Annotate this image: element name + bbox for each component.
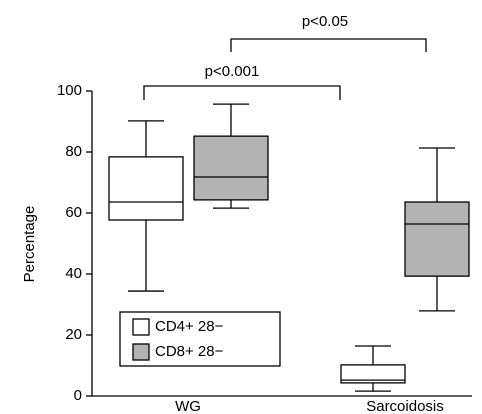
y-axis-label: Percentage <box>21 206 38 283</box>
box <box>108 156 184 221</box>
box <box>340 364 406 384</box>
box <box>193 135 269 201</box>
legend-swatch <box>132 343 150 361</box>
legend-label: CD4+ 28− <box>155 318 224 335</box>
y-tick-label: 20 <box>65 326 82 343</box>
x-tick-label: WG <box>175 398 201 414</box>
y-tick-label: 0 <box>74 387 82 404</box>
legend-label: CD8+ 28− <box>155 343 224 360</box>
legend-swatch <box>132 318 150 336</box>
box <box>404 201 470 277</box>
y-tick-label: 100 <box>57 82 82 99</box>
annotation: p<0.001 <box>205 63 260 80</box>
y-tick-label: 60 <box>65 204 82 221</box>
y-tick-label: 40 <box>65 265 82 282</box>
significance-bracket <box>143 85 341 100</box>
annotation: p<0.05 <box>302 13 348 30</box>
x-tick-label: Sarcoidosis <box>366 398 444 414</box>
y-tick-label: 80 <box>65 143 82 160</box>
significance-bracket <box>230 38 427 52</box>
